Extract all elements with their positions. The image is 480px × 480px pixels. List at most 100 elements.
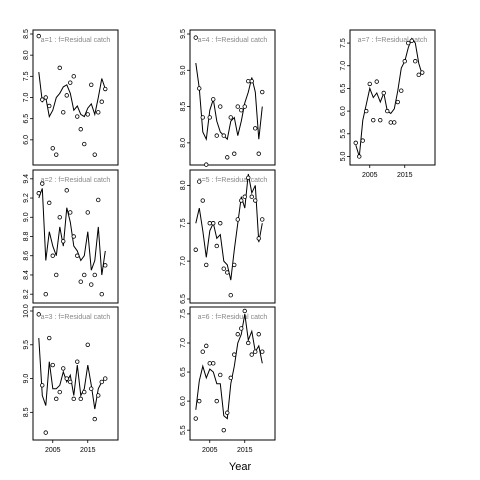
data-point bbox=[218, 104, 223, 109]
data-point bbox=[239, 198, 244, 203]
data-point bbox=[40, 97, 45, 102]
data-point bbox=[85, 342, 90, 347]
data-point bbox=[235, 217, 240, 222]
y-tick-label: 8.0 bbox=[180, 138, 187, 148]
y-tick-label: 5.5 bbox=[340, 129, 347, 139]
panel-6: a=3 : f=Residual catch 8.5 9.0 9.5 10.0 2005 2… bbox=[23, 304, 119, 454]
data-point bbox=[214, 243, 219, 249]
data-point bbox=[61, 366, 66, 371]
y-tick-label: 7.5 bbox=[180, 218, 187, 228]
y-tick-label: 9.2 bbox=[23, 193, 30, 203]
data-point bbox=[235, 332, 240, 337]
data-point bbox=[64, 93, 69, 98]
y-tick-label: 7.0 bbox=[180, 256, 187, 266]
data-point bbox=[57, 65, 62, 71]
data-point bbox=[242, 308, 247, 314]
fitted-line bbox=[195, 313, 263, 420]
panel-7: a=6 : f=Residual catch 5.5 6.0 6.5 7.0 7.5 200… bbox=[180, 306, 276, 454]
y-tick-label: 7.0 bbox=[23, 93, 30, 103]
data-point bbox=[75, 114, 80, 119]
data-point bbox=[89, 282, 94, 287]
y-tick-label: 10.0 bbox=[23, 304, 30, 318]
data-point bbox=[89, 386, 94, 391]
data-point bbox=[85, 210, 90, 215]
data-point bbox=[249, 78, 254, 84]
data-point bbox=[50, 146, 55, 151]
data-point bbox=[249, 352, 254, 357]
data-point bbox=[214, 133, 219, 138]
y-tick-label: 8.2 bbox=[23, 289, 30, 299]
data-point bbox=[211, 361, 216, 366]
data-point bbox=[204, 262, 209, 268]
panel-title: a=6 : f=Residual catch bbox=[198, 314, 268, 321]
data-point bbox=[246, 340, 251, 346]
data-point bbox=[225, 410, 230, 415]
data-point bbox=[239, 107, 244, 113]
y-tick-label: 8.0 bbox=[23, 50, 30, 60]
data-point bbox=[207, 115, 212, 120]
y-tick-label: 7.0 bbox=[340, 61, 347, 71]
data-point bbox=[57, 389, 62, 395]
data-point bbox=[193, 416, 198, 421]
data-point bbox=[197, 179, 202, 184]
data-point bbox=[402, 59, 407, 64]
data-point bbox=[85, 112, 90, 117]
panel-frame bbox=[189, 29, 276, 166]
data-point bbox=[204, 343, 209, 349]
x-tick-label: 2005 bbox=[202, 447, 218, 454]
data-point bbox=[40, 181, 45, 186]
x-tick-label: 2005 bbox=[362, 172, 378, 179]
data-point bbox=[36, 33, 41, 39]
data-point bbox=[61, 239, 66, 244]
data-point bbox=[82, 141, 87, 147]
y-tick-label: 8.0 bbox=[180, 180, 187, 190]
y-tick-label: 8.6 bbox=[23, 251, 30, 261]
data-point bbox=[92, 152, 97, 157]
data-point bbox=[71, 396, 76, 402]
data-point bbox=[260, 217, 265, 222]
data-point bbox=[82, 272, 87, 278]
y-tick-label: 9.0 bbox=[23, 212, 30, 222]
panel-frame bbox=[189, 306, 276, 441]
y-tick-label: 5.5 bbox=[180, 425, 187, 435]
panel-4: a=2 : f=Residual catch 8.2 8.4 8.6 8.8 9.0 9.2… bbox=[23, 169, 119, 304]
data-point bbox=[406, 40, 411, 46]
data-point bbox=[242, 194, 247, 199]
data-point bbox=[232, 151, 237, 156]
data-point bbox=[47, 200, 52, 206]
data-point bbox=[193, 247, 198, 252]
data-point bbox=[92, 272, 97, 278]
data-point bbox=[99, 379, 104, 385]
data-point bbox=[221, 266, 226, 271]
data-point bbox=[399, 88, 404, 93]
panel-frame bbox=[189, 169, 276, 304]
data-point bbox=[228, 375, 233, 381]
data-point bbox=[395, 99, 400, 105]
y-tick-label: 8.8 bbox=[23, 232, 30, 242]
data-point bbox=[239, 326, 244, 331]
y-tick-label: 5.0 bbox=[340, 151, 347, 161]
data-point bbox=[54, 152, 59, 157]
data-point bbox=[249, 194, 254, 199]
data-point bbox=[225, 270, 230, 275]
data-point bbox=[374, 79, 379, 84]
y-tick-label: 9.5 bbox=[180, 29, 187, 39]
fitted-line bbox=[195, 62, 263, 141]
y-tick-label: 8.5 bbox=[23, 407, 30, 417]
data-point bbox=[103, 263, 108, 268]
x-axis-title: Year bbox=[229, 461, 252, 473]
y-tick-label: 6.0 bbox=[340, 106, 347, 116]
data-point bbox=[103, 376, 108, 381]
panel-frame bbox=[32, 306, 119, 441]
data-point bbox=[40, 383, 45, 388]
data-point bbox=[82, 389, 87, 395]
data-point bbox=[43, 95, 48, 100]
data-point bbox=[218, 372, 223, 378]
data-point bbox=[75, 253, 80, 258]
data-point bbox=[36, 312, 41, 317]
data-point bbox=[71, 74, 76, 79]
fitted-line bbox=[38, 188, 106, 276]
y-tick-label: 9.5 bbox=[23, 340, 30, 350]
panel-title: a=1 : f=Residual catch bbox=[41, 37, 111, 44]
